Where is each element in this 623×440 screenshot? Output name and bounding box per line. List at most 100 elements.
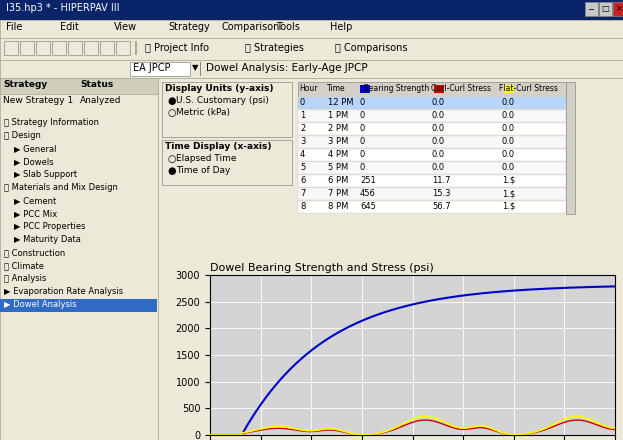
Text: 0: 0 bbox=[360, 124, 365, 133]
Bar bbox=[298, 149, 566, 161]
Text: 3: 3 bbox=[300, 137, 305, 146]
Bar bbox=[162, 82, 292, 137]
Text: Flat-Curl Stress: Flat-Curl Stress bbox=[499, 84, 558, 93]
Text: ▼: ▼ bbox=[192, 63, 199, 72]
Bar bbox=[4, 41, 18, 55]
Text: 0: 0 bbox=[360, 98, 365, 107]
Text: 📄 Strategies: 📄 Strategies bbox=[245, 43, 304, 53]
Text: 0.0: 0.0 bbox=[432, 137, 445, 146]
Bar bbox=[298, 97, 566, 109]
Bar bbox=[298, 201, 566, 213]
Bar bbox=[298, 136, 566, 148]
Bar bbox=[613, 2, 623, 16]
Text: Comparison: Comparison bbox=[222, 22, 280, 32]
Text: U.S. Customary (psi): U.S. Customary (psi) bbox=[176, 96, 269, 105]
Bar bbox=[116, 41, 130, 55]
Bar bbox=[298, 175, 566, 187]
Text: 4 PM: 4 PM bbox=[328, 150, 348, 159]
Text: 8 PM: 8 PM bbox=[328, 202, 348, 211]
Text: ▶ PCC Mix: ▶ PCC Mix bbox=[14, 209, 57, 218]
Bar bbox=[298, 201, 566, 213]
Text: 📋 Strategy Information: 📋 Strategy Information bbox=[4, 118, 99, 127]
Text: Display Units (y-axis): Display Units (y-axis) bbox=[165, 84, 273, 93]
Text: Dowel Analysis: Early-Age JPCP: Dowel Analysis: Early-Age JPCP bbox=[206, 63, 368, 73]
Bar bbox=[200, 62, 201, 76]
Text: ▶ Evaporation Rate Analysis: ▶ Evaporation Rate Analysis bbox=[4, 287, 123, 296]
Text: 0.0: 0.0 bbox=[432, 111, 445, 120]
Text: □: □ bbox=[601, 4, 609, 14]
Text: 0.0: 0.0 bbox=[432, 150, 445, 159]
Text: 645: 645 bbox=[360, 202, 376, 211]
Bar bbox=[130, 62, 190, 76]
Text: 0.0: 0.0 bbox=[502, 137, 515, 146]
Text: ▶ General: ▶ General bbox=[14, 144, 57, 153]
Text: 0.0: 0.0 bbox=[502, 124, 515, 133]
Bar bbox=[434, 85, 444, 93]
Bar bbox=[298, 175, 566, 187]
Bar bbox=[566, 82, 575, 214]
Bar bbox=[298, 97, 566, 109]
Bar bbox=[162, 140, 292, 185]
Text: ×: × bbox=[616, 4, 622, 14]
Text: Dowel Bearing Strength and Stress (psi): Dowel Bearing Strength and Stress (psi) bbox=[210, 263, 434, 273]
Bar bbox=[20, 41, 34, 55]
Text: 15.3: 15.3 bbox=[432, 189, 450, 198]
Text: 6 PM: 6 PM bbox=[328, 176, 348, 185]
Text: Time Display (x-axis): Time Display (x-axis) bbox=[165, 142, 272, 151]
Text: View: View bbox=[114, 22, 137, 32]
Text: 6: 6 bbox=[300, 176, 305, 185]
Text: Elapsed Time: Elapsed Time bbox=[176, 154, 237, 163]
Text: ▶ Dowels: ▶ Dowels bbox=[14, 157, 54, 166]
Bar bbox=[298, 136, 566, 148]
Text: 456: 456 bbox=[360, 189, 376, 198]
Bar bbox=[0, 0, 623, 20]
Bar bbox=[0, 78, 158, 440]
Text: 1.$: 1.$ bbox=[502, 189, 515, 198]
Text: 0: 0 bbox=[360, 137, 365, 146]
Text: 4: 4 bbox=[300, 150, 305, 159]
Text: Time: Time bbox=[327, 84, 346, 93]
Bar bbox=[298, 82, 566, 97]
Text: 7 PM: 7 PM bbox=[328, 189, 348, 198]
Text: 0.0: 0.0 bbox=[502, 98, 515, 107]
Text: Bearing Strength: Bearing Strength bbox=[359, 84, 429, 93]
Text: Time of Day: Time of Day bbox=[176, 166, 231, 175]
Text: 0: 0 bbox=[360, 111, 365, 120]
Text: 📁 Design: 📁 Design bbox=[4, 131, 41, 140]
Bar bbox=[0, 20, 623, 38]
Text: 2 PM: 2 PM bbox=[328, 124, 348, 133]
Bar bbox=[298, 123, 566, 135]
Text: Metric (kPa): Metric (kPa) bbox=[176, 108, 230, 117]
Text: 📁 Materials and Mix Design: 📁 Materials and Mix Design bbox=[4, 183, 118, 192]
Bar bbox=[298, 188, 566, 200]
Bar bbox=[298, 123, 566, 135]
Bar bbox=[298, 110, 566, 122]
Text: 0: 0 bbox=[360, 150, 365, 159]
Bar bbox=[52, 41, 66, 55]
Text: 251: 251 bbox=[360, 176, 376, 185]
Text: 1: 1 bbox=[300, 111, 305, 120]
Bar bbox=[160, 255, 623, 440]
Text: 1.$: 1.$ bbox=[502, 202, 515, 211]
Text: 0: 0 bbox=[360, 163, 365, 172]
Bar bbox=[298, 188, 566, 200]
Text: Strategy: Strategy bbox=[3, 80, 47, 89]
Text: 12 PM: 12 PM bbox=[328, 98, 353, 107]
Text: 0.0: 0.0 bbox=[502, 111, 515, 120]
Bar bbox=[0, 78, 158, 94]
Text: 2: 2 bbox=[300, 124, 305, 133]
Text: ●: ● bbox=[167, 166, 176, 176]
Text: 1.$: 1.$ bbox=[502, 176, 515, 185]
Text: ▶ Maturity Data: ▶ Maturity Data bbox=[14, 235, 81, 244]
Bar bbox=[298, 110, 566, 122]
Text: ▶ Slab Support: ▶ Slab Support bbox=[14, 170, 77, 179]
Bar bbox=[36, 41, 50, 55]
Text: 8: 8 bbox=[300, 202, 305, 211]
Bar bbox=[0, 60, 623, 78]
Bar bbox=[100, 41, 114, 55]
Text: Help: Help bbox=[330, 22, 353, 32]
Text: 📊 Comparisons: 📊 Comparisons bbox=[335, 43, 407, 53]
Text: New Strategy 1: New Strategy 1 bbox=[3, 96, 74, 105]
Text: 0.0: 0.0 bbox=[432, 124, 445, 133]
Text: I35.hp3 * - HIPERPAV III: I35.hp3 * - HIPERPAV III bbox=[6, 3, 120, 13]
